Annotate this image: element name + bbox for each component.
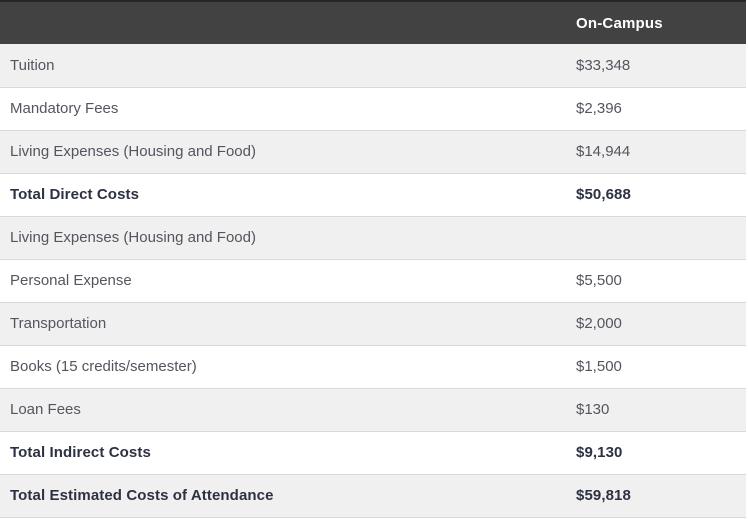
table-row-tuition: Tuition $33,348 <box>0 44 746 88</box>
row-label: Living Expenses (Housing and Food) <box>0 130 566 174</box>
row-value: $5,500 <box>566 259 746 303</box>
row-label: Total Estimated Costs of Attendance <box>0 474 566 518</box>
row-value: $33,348 <box>566 44 746 88</box>
row-value: $59,818 <box>566 474 746 518</box>
table-row-living-expenses-indirect: Living Expenses (Housing and Food) <box>0 216 746 260</box>
row-label: Loan Fees <box>0 388 566 432</box>
table-row-books: Books (15 credits/semester) $1,500 <box>0 345 746 389</box>
table-row-total-indirect-costs: Total Indirect Costs $9,130 <box>0 431 746 475</box>
row-label: Total Direct Costs <box>0 173 566 217</box>
row-value: $130 <box>566 388 746 432</box>
table-row-mandatory-fees: Mandatory Fees $2,396 <box>0 87 746 131</box>
table-row-loan-fees: Loan Fees $130 <box>0 388 746 432</box>
header-on-campus: On-Campus <box>566 0 746 44</box>
table-row-transportation: Transportation $2,000 <box>0 302 746 346</box>
row-value <box>566 216 746 260</box>
table-row-personal-expense: Personal Expense $5,500 <box>0 259 746 303</box>
cost-of-attendance-table: On-Campus Tuition $33,348 Mandatory Fees… <box>0 0 746 518</box>
row-value: $2,000 <box>566 302 746 346</box>
table-row-living-expenses-direct: Living Expenses (Housing and Food) $14,9… <box>0 130 746 174</box>
row-value: $50,688 <box>566 173 746 217</box>
row-label: Transportation <box>0 302 566 346</box>
row-value: $2,396 <box>566 87 746 131</box>
row-label: Personal Expense <box>0 259 566 303</box>
row-label: Tuition <box>0 44 566 88</box>
row-value: $9,130 <box>566 431 746 475</box>
row-label: Books (15 credits/semester) <box>0 345 566 389</box>
row-label: Living Expenses (Housing and Food) <box>0 216 566 260</box>
row-label: Mandatory Fees <box>0 87 566 131</box>
row-value: $14,944 <box>566 130 746 174</box>
table-header-row: On-Campus <box>0 0 746 44</box>
row-label: Total Indirect Costs <box>0 431 566 475</box>
table-row-total-direct-costs: Total Direct Costs $50,688 <box>0 173 746 217</box>
row-value: $1,500 <box>566 345 746 389</box>
table-row-total-estimated-costs: Total Estimated Costs of Attendance $59,… <box>0 474 746 518</box>
header-empty-cell <box>0 0 566 44</box>
